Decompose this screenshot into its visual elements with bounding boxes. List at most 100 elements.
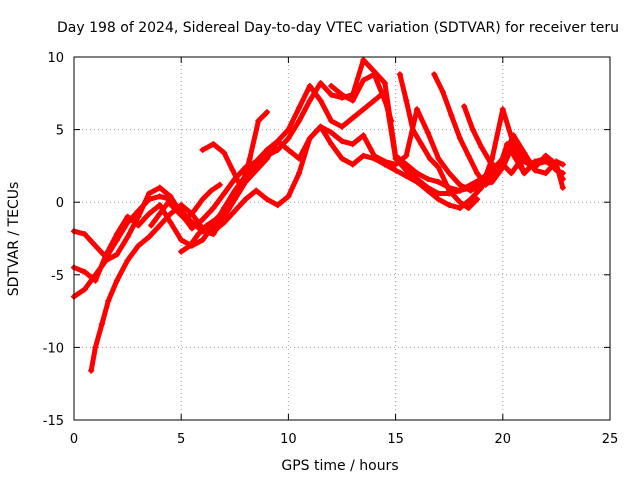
x-axis-ticks: 0 5 10 15 20 25 [70, 57, 618, 447]
data-point [446, 187, 453, 194]
data-point [349, 161, 356, 168]
data-point [88, 367, 95, 374]
data-point [98, 321, 105, 328]
data-point [371, 155, 378, 162]
series-arc-5 [199, 109, 270, 191]
data-point [92, 242, 99, 249]
data-point [435, 190, 442, 197]
data-point [388, 117, 395, 124]
data-point [167, 210, 174, 217]
x-tick-label: 20 [495, 432, 512, 447]
data-point [339, 138, 345, 145]
data-point [199, 216, 206, 223]
data-point [467, 196, 474, 203]
y-tick-label: -15 [43, 414, 64, 429]
data-point [360, 132, 367, 139]
data-point [478, 184, 485, 191]
data-point [474, 170, 481, 177]
x-tick-label: 15 [387, 432, 404, 447]
data-point [435, 178, 442, 185]
series-line [200, 109, 270, 191]
data-point [521, 149, 528, 156]
series-arc-8 [461, 103, 536, 177]
data-point [263, 109, 270, 116]
data-point [253, 187, 260, 194]
data-point [512, 155, 519, 162]
data-point [296, 170, 303, 177]
data-point [306, 135, 313, 142]
data-point [448, 112, 455, 119]
data-point [542, 155, 549, 162]
data-point [446, 202, 453, 209]
data-point [113, 277, 120, 284]
data-point [285, 193, 292, 200]
data-point [191, 207, 198, 214]
data-point [188, 225, 195, 232]
data-point [81, 231, 88, 238]
data-point [285, 135, 292, 142]
data-point [221, 190, 228, 197]
data-point [253, 158, 260, 165]
data-point [229, 167, 236, 174]
y-tick-label: 5 [56, 124, 64, 139]
data-point [478, 144, 485, 151]
data-point [146, 234, 153, 241]
data-point [431, 71, 438, 78]
data-point [124, 234, 131, 241]
data-point [306, 97, 313, 104]
data-point [371, 71, 378, 78]
data-point [296, 117, 303, 124]
data-point [456, 187, 463, 194]
x-tick-label: 25 [602, 432, 619, 447]
data-point [165, 199, 172, 206]
data-point [456, 205, 463, 212]
data-point [439, 88, 446, 95]
data-point [103, 257, 110, 264]
data-point [529, 161, 536, 168]
data-point [156, 184, 163, 191]
data-point [238, 184, 245, 191]
data-point [403, 167, 410, 174]
data-point [461, 103, 468, 110]
series-line [88, 106, 566, 374]
data-point [296, 104, 303, 111]
series-line [397, 71, 480, 211]
series-arc-7 [431, 71, 523, 188]
data-point [482, 181, 489, 188]
data-point [178, 236, 185, 243]
x-tick-label: 0 [70, 432, 78, 447]
y-tick-label: 0 [56, 196, 64, 211]
data-point [409, 126, 416, 133]
series-arc-6 [396, 71, 481, 212]
data-point [508, 170, 515, 177]
data-point [317, 80, 324, 87]
data-point [124, 257, 131, 264]
data-point [135, 213, 142, 220]
data-point [221, 219, 228, 226]
data-point [81, 268, 88, 275]
data-point [231, 187, 238, 194]
data-point [474, 196, 481, 203]
data-point [553, 167, 560, 174]
data-point [317, 97, 324, 104]
data-point [392, 152, 399, 159]
data-point [186, 242, 193, 249]
data-point [360, 77, 367, 84]
data-point [435, 155, 442, 162]
series-line [71, 106, 566, 300]
x-tick-label: 10 [280, 432, 297, 447]
data-point [456, 199, 463, 206]
data-point [113, 251, 120, 258]
data-point [456, 181, 463, 188]
data-point [495, 167, 502, 174]
data-point [263, 146, 270, 153]
data-point [360, 56, 367, 63]
data-point [203, 222, 210, 229]
data-point [231, 207, 238, 214]
data-point [199, 146, 206, 153]
series-arc-11 [178, 193, 236, 255]
data-point [392, 167, 399, 174]
data-point [105, 297, 112, 304]
data-point [274, 138, 281, 145]
